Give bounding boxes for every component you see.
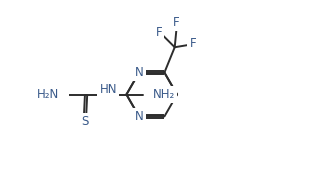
Text: NH₂: NH₂ [153,88,175,101]
Text: F: F [173,16,180,29]
Text: F: F [156,26,162,39]
Text: F: F [190,37,196,50]
Text: N: N [135,110,143,123]
Text: H₂N: H₂N [37,88,59,101]
Text: N: N [135,66,143,79]
Text: S: S [82,115,89,128]
Text: HN: HN [99,83,117,96]
